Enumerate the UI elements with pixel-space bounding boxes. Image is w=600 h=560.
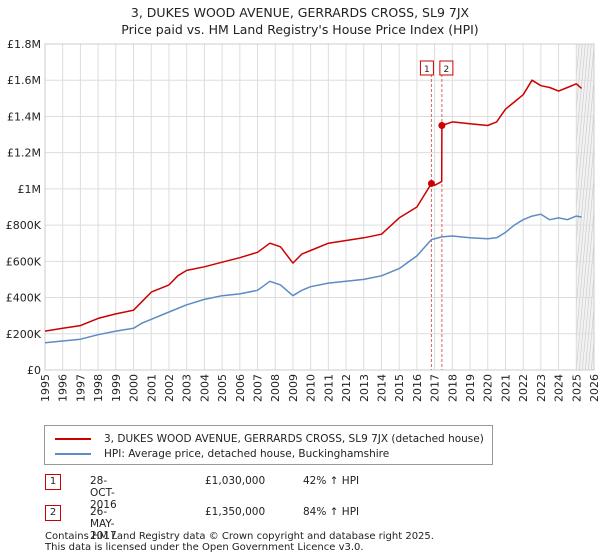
forecast-hatch	[584, 272, 595, 370]
forecast-hatch	[576, 44, 583, 113]
x-tick-label: 2007	[252, 374, 265, 402]
legend: 3, DUKES WOOD AVENUE, GERRARDS CROSS, SL…	[44, 425, 493, 465]
transaction-marker-box	[439, 60, 454, 76]
property-price-line	[44, 79, 583, 332]
transaction-date: 28-OCT-2016	[90, 475, 117, 511]
x-tick-label: 2011	[322, 374, 335, 402]
y-tick-label: £1.6M	[7, 74, 41, 87]
x-tick-label: 2000	[128, 374, 141, 402]
chart-subtitle: Price paid vs. HM Land Registry's House …	[121, 22, 479, 37]
x-tick-label: 2024	[553, 374, 566, 402]
footer-licence: This data is licensed under the Open Gov…	[45, 542, 364, 553]
forecast-hatch	[576, 44, 589, 178]
transaction-hpi-change: 84% ↑ HPI	[303, 506, 360, 518]
y-tick-label: £0	[27, 364, 41, 377]
x-tick-label: 2006	[234, 374, 247, 402]
legend-item-hpi: HPI: Average price, detached house, Buck…	[55, 446, 389, 462]
x-tick-label: 2008	[269, 374, 282, 402]
y-tick-label: £400K	[6, 292, 42, 305]
transaction-points	[427, 122, 446, 187]
x-tick-label: 2018	[446, 374, 459, 402]
y-tick-label: £1.8M	[7, 38, 41, 51]
x-tick-label: 2014	[375, 374, 388, 402]
x-tick-label: 2017	[429, 374, 442, 402]
x-tick-label: 2026	[588, 374, 600, 402]
x-tick-label: 2016	[411, 374, 424, 402]
chart-title-block: 3, DUKES WOOD AVENUE, GERRARDS CROSS, SL…	[0, 4, 600, 38]
x-tick-label: 2025	[570, 374, 583, 402]
transaction-lines	[430, 74, 443, 370]
forecast-hatch	[576, 141, 595, 341]
x-tick-label: 2009	[287, 374, 300, 402]
x-tick-label: 2003	[181, 374, 194, 402]
forecast-hatch	[581, 239, 595, 370]
x-tick-label: 2013	[358, 374, 371, 402]
transaction-number: 2	[45, 505, 61, 521]
x-tick-label: 2010	[305, 374, 318, 402]
legend-item-property: 3, DUKES WOOD AVENUE, GERRARDS CROSS, SL…	[55, 431, 484, 447]
footer-copyright: Contains HM Land Registry data © Crown c…	[45, 531, 434, 542]
x-tick-label: 1995	[39, 374, 52, 402]
series-lines	[44, 79, 583, 344]
transaction-marker-label: 2	[444, 65, 450, 75]
x-tick-label: 1998	[92, 374, 105, 402]
x-tick-label: 2001	[145, 374, 158, 402]
x-tick-label: 2022	[517, 374, 530, 402]
x-tick-label: 1996	[57, 374, 70, 402]
forecast-region	[576, 44, 595, 370]
forecast-hatch	[578, 206, 595, 370]
y-tick-label: £1.2M	[7, 147, 41, 160]
forecast-hatch	[576, 44, 595, 243]
x-tick-label: 1997	[74, 374, 87, 402]
y-tick-label: £600K	[6, 255, 42, 268]
forecast-hatch	[593, 369, 595, 370]
transaction-marker-box	[419, 60, 434, 76]
x-tick-label: 2015	[393, 374, 406, 402]
forecast-hatch	[576, 109, 595, 309]
chart-title: 3, DUKES WOOD AVENUE, GERRARDS CROSS, SL…	[130, 5, 470, 20]
x-tick-label: 2005	[216, 374, 229, 402]
x-tick-label: 2012	[340, 374, 353, 402]
x-tick-label: 2023	[535, 374, 548, 402]
x-axis-ticks: 1995 1996 1997 1998 1999 2000 2001 2002 2003 2004…	[39, 374, 600, 402]
forecast-hatch	[576, 174, 595, 370]
forecast-hatch	[576, 44, 592, 211]
transaction-point	[438, 122, 446, 129]
x-tick-label: 2002	[163, 374, 176, 402]
forecast-hatch	[576, 44, 586, 146]
forecast-hatch	[576, 76, 595, 276]
transaction-number: 1	[45, 474, 61, 490]
x-tick-label: 2004	[198, 374, 211, 402]
legend-label-hpi: HPI: Average price, detached house, Buck…	[104, 448, 390, 460]
forecast-hatch	[587, 304, 595, 370]
transaction-price: £1,350,000	[205, 506, 266, 518]
plot-border	[44, 43, 595, 371]
x-tick-label: 2019	[464, 374, 477, 402]
y-tick-label: £200K	[6, 328, 42, 341]
y-tick-label: £1M	[18, 183, 42, 196]
footer: Contains HM Land Registry data © Crown c…	[45, 531, 434, 553]
x-tick-label: 1999	[110, 374, 123, 402]
plot-area	[45, 44, 594, 370]
x-tick-label: 2020	[482, 374, 495, 402]
y-axis-ticks: £0 £200K £400K £600K £800K £1M £1.2M £1.4M £1.6M…	[6, 38, 42, 377]
transaction-price: £1,030,000	[205, 475, 266, 487]
transaction-hpi-change: 42% ↑ HPI	[303, 475, 360, 487]
y-tick-label: £1.4M	[7, 110, 41, 123]
hpi-line	[44, 213, 582, 344]
transaction-point	[427, 179, 435, 187]
legend-swatch-property	[55, 438, 91, 440]
legend-label-property: 3, DUKES WOOD AVENUE, GERRARDS CROSS, SL…	[104, 433, 484, 445]
transaction-marker-label: 1	[424, 65, 430, 75]
grid	[44, 43, 595, 371]
x-tick-label: 2021	[499, 374, 512, 402]
transaction-date: 26-MAY-2017	[90, 506, 117, 542]
legend-swatch-hpi	[55, 453, 91, 455]
y-tick-label: £800K	[6, 219, 42, 232]
